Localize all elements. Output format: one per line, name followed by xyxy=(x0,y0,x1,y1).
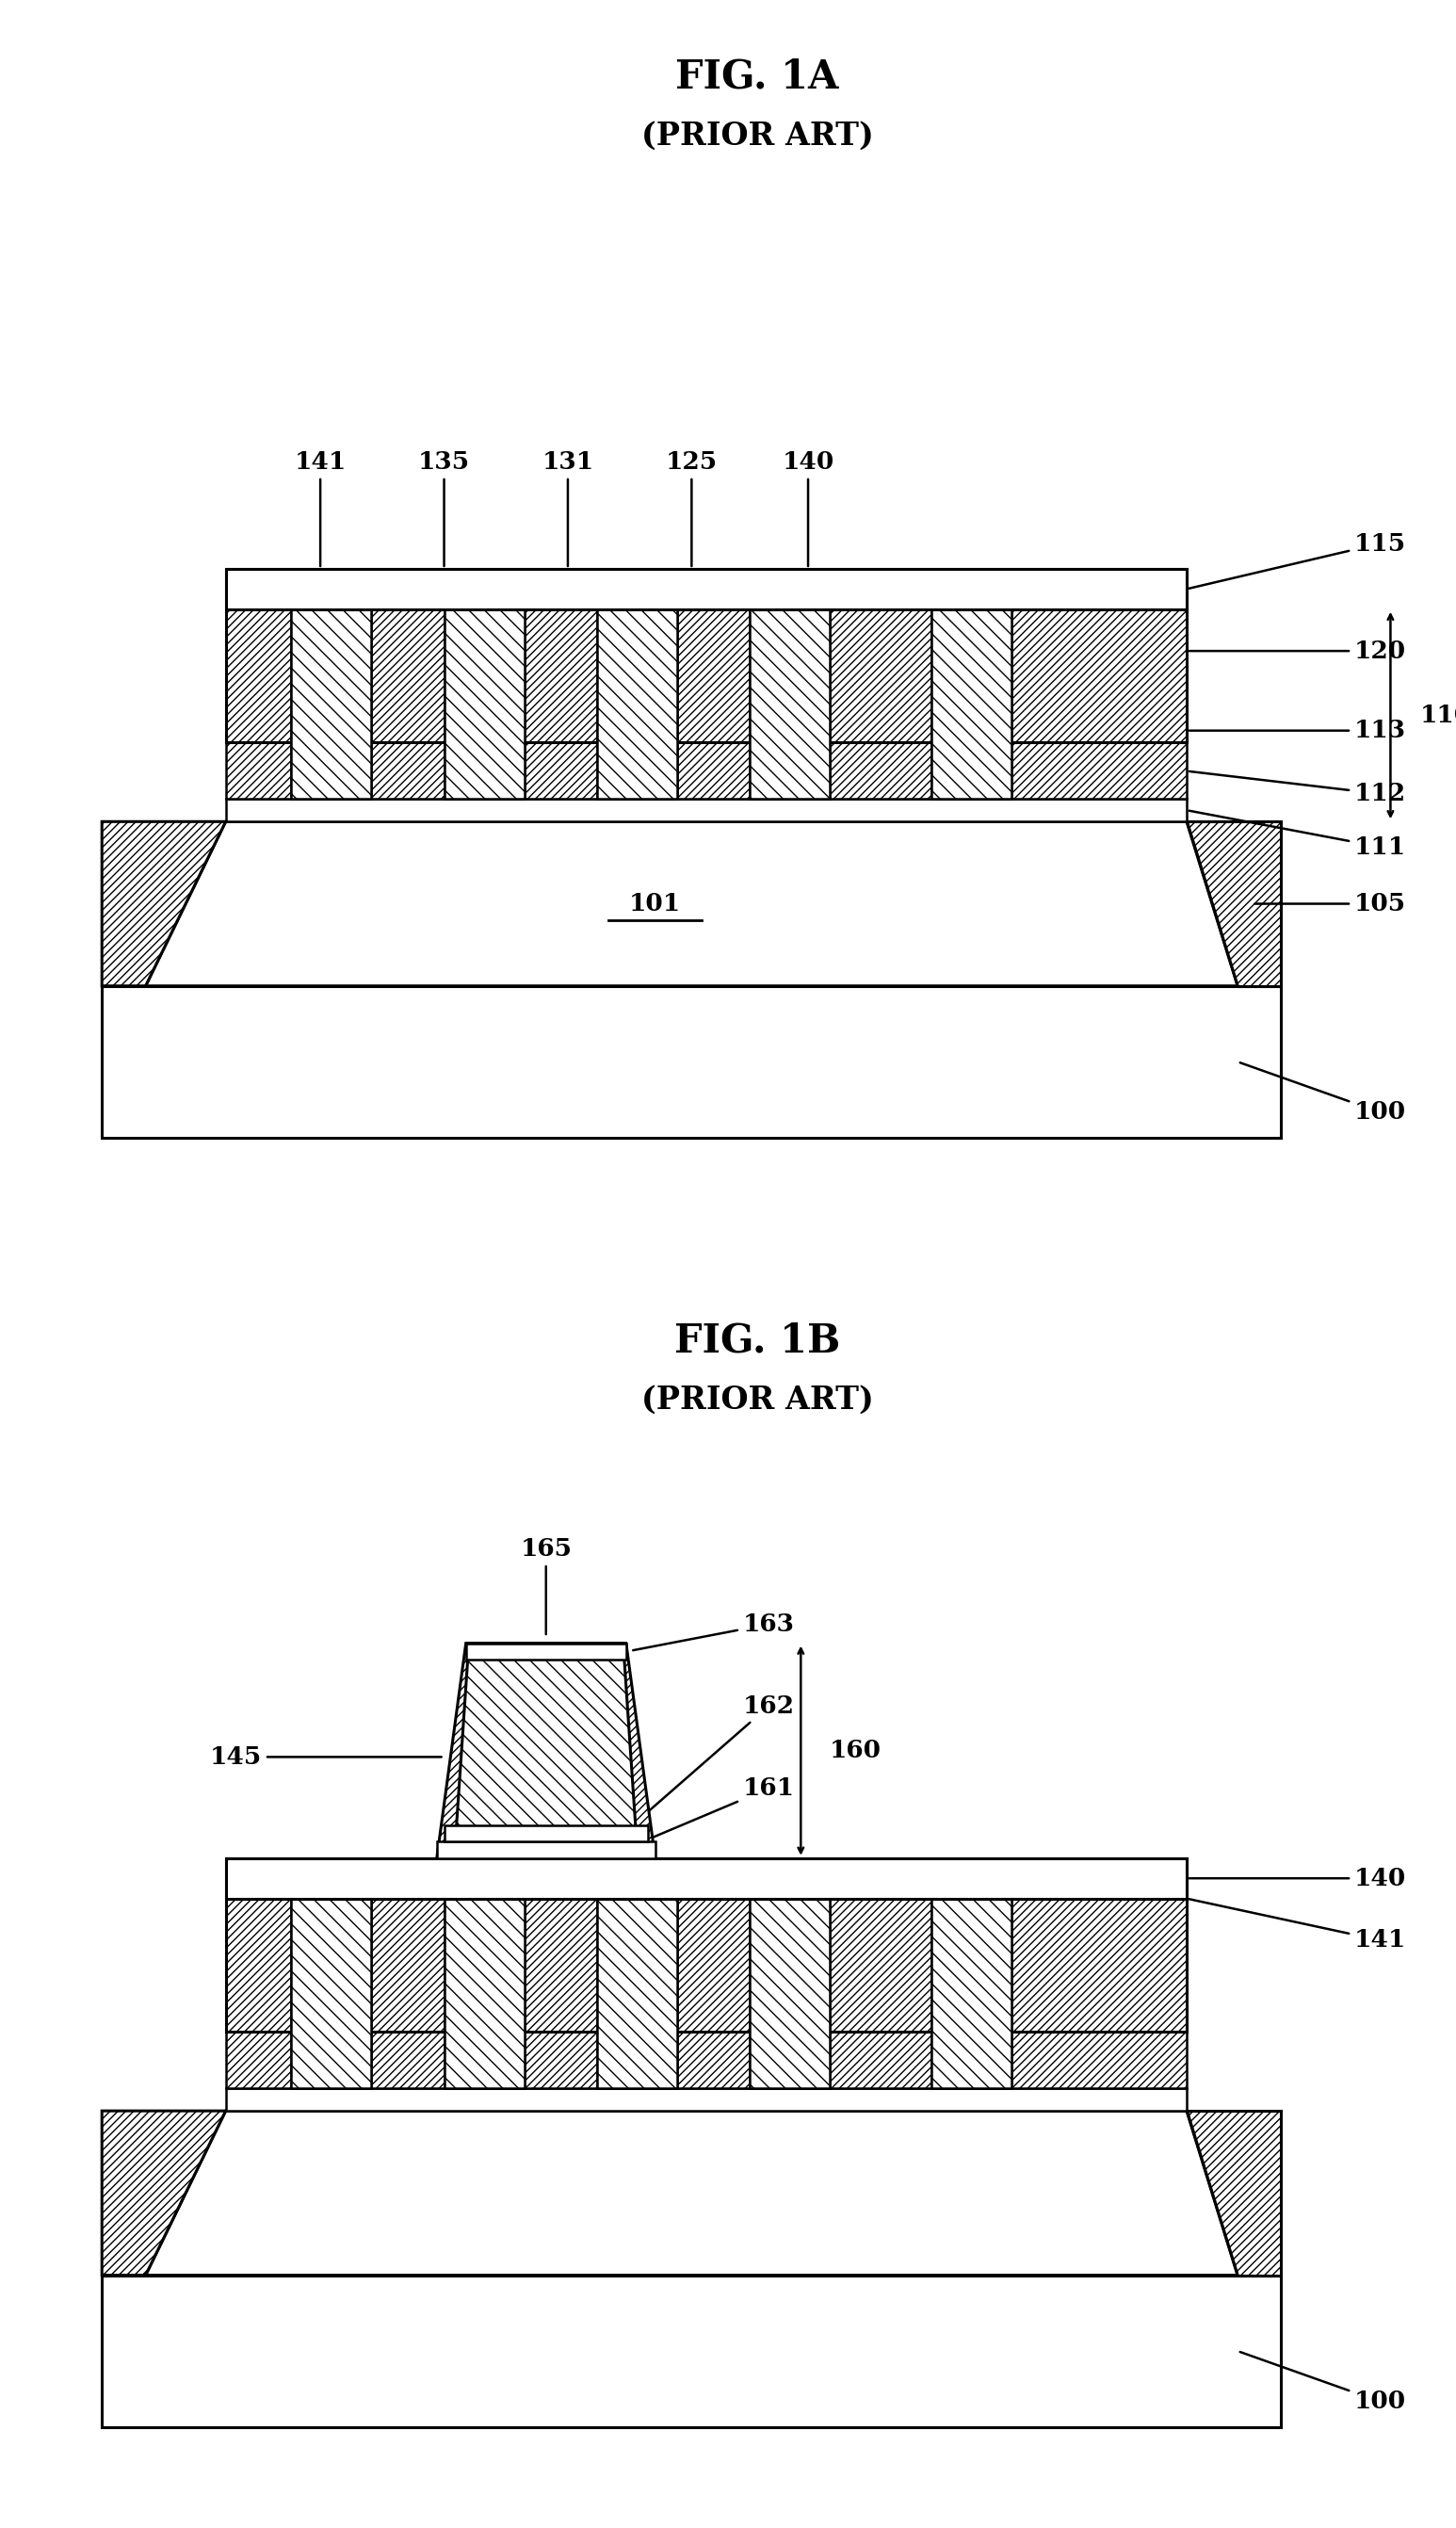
Bar xyxy=(750,609,830,799)
Bar xyxy=(750,609,830,799)
Text: 145: 145 xyxy=(210,1744,441,1770)
Bar xyxy=(444,609,524,799)
Bar xyxy=(226,799,1187,822)
Bar xyxy=(750,1899,830,2088)
Text: 100: 100 xyxy=(1241,2351,1406,2414)
Text: 163: 163 xyxy=(633,1613,795,1651)
Text: 131: 131 xyxy=(542,450,594,566)
Text: 160: 160 xyxy=(830,1739,882,1762)
Text: FIG. 1A: FIG. 1A xyxy=(676,56,839,96)
Bar xyxy=(932,1899,1012,2088)
Bar xyxy=(291,1899,371,2088)
Text: 115: 115 xyxy=(1190,531,1406,589)
Polygon shape xyxy=(437,1643,655,1858)
Bar xyxy=(102,2275,1281,2427)
Text: 141: 141 xyxy=(1190,1899,1406,1952)
Text: 101: 101 xyxy=(629,892,681,915)
Bar xyxy=(226,1858,1187,1899)
Bar xyxy=(466,1643,626,1658)
Bar xyxy=(597,609,677,799)
Text: 141: 141 xyxy=(294,450,347,566)
Text: (PRIOR ART): (PRIOR ART) xyxy=(641,1383,874,1416)
Bar xyxy=(226,569,1187,743)
Bar xyxy=(102,986,1281,1138)
Text: (PRIOR ART): (PRIOR ART) xyxy=(641,119,874,152)
Bar xyxy=(444,609,524,799)
Bar xyxy=(291,609,371,799)
Text: 112: 112 xyxy=(1190,771,1406,806)
Text: 162: 162 xyxy=(625,1694,795,1833)
Bar xyxy=(226,2007,1187,2033)
Text: 120: 120 xyxy=(1190,640,1406,662)
Text: 135: 135 xyxy=(418,450,470,566)
Text: 140: 140 xyxy=(1190,1866,1406,1891)
Text: 111: 111 xyxy=(1190,811,1406,860)
Bar xyxy=(226,2033,1187,2088)
Bar xyxy=(444,1899,524,2088)
Text: 161: 161 xyxy=(626,1777,795,1848)
Bar xyxy=(597,609,677,799)
Text: 100: 100 xyxy=(1241,1062,1406,1125)
Polygon shape xyxy=(1187,2111,1281,2275)
Bar xyxy=(444,1899,524,2088)
Bar xyxy=(932,609,1012,799)
Text: 105: 105 xyxy=(1255,892,1406,915)
Bar xyxy=(597,1899,677,2088)
Bar xyxy=(291,609,371,799)
Bar xyxy=(226,2088,1187,2111)
Polygon shape xyxy=(454,1643,638,1858)
Bar xyxy=(932,609,1012,799)
Polygon shape xyxy=(146,2111,1238,2275)
Text: 110: 110 xyxy=(1420,703,1456,728)
Bar xyxy=(226,718,1187,743)
Bar xyxy=(932,1899,1012,2088)
Bar xyxy=(291,1899,371,2088)
Bar xyxy=(750,1899,830,2088)
Bar xyxy=(437,1840,655,1858)
Bar xyxy=(226,569,1187,609)
Text: 113: 113 xyxy=(1190,718,1406,743)
Text: FIG. 1B: FIG. 1B xyxy=(674,1320,840,1360)
Text: 165: 165 xyxy=(520,1537,572,1633)
Bar xyxy=(226,743,1187,799)
Bar xyxy=(226,1858,1187,2033)
Text: 125: 125 xyxy=(665,450,718,566)
Text: 141: 141 xyxy=(629,1861,681,1896)
Bar xyxy=(444,1825,648,1840)
Bar xyxy=(597,1899,677,2088)
Polygon shape xyxy=(1187,822,1281,986)
Text: 140: 140 xyxy=(782,450,834,566)
Polygon shape xyxy=(102,2111,226,2275)
Polygon shape xyxy=(102,822,226,986)
Polygon shape xyxy=(146,822,1238,986)
